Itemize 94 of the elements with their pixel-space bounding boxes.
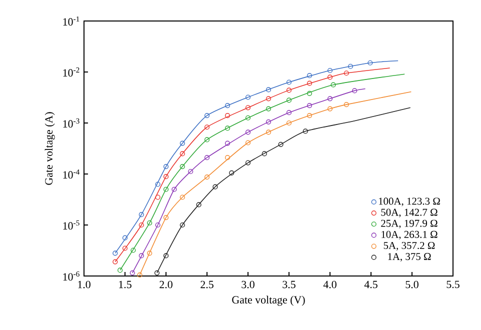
point bbox=[224, 140, 230, 146]
x-tick-label: 3.5 bbox=[282, 280, 296, 288]
point bbox=[188, 168, 194, 174]
point bbox=[163, 215, 169, 220]
point bbox=[302, 128, 308, 134]
point bbox=[266, 106, 272, 112]
y-tick-label: 10$^{-6}$ bbox=[63, 271, 80, 281]
point bbox=[224, 103, 230, 108]
point bbox=[278, 142, 284, 147]
point bbox=[245, 160, 251, 166]
legend-label: 10A, 263.1 Ω bbox=[382, 230, 438, 240]
point bbox=[245, 115, 251, 120]
legend-label: 100A, 123.3 Ω bbox=[378, 198, 440, 206]
point bbox=[138, 253, 144, 258]
point bbox=[344, 70, 349, 76]
x-axis-title: Gate voltage (V) bbox=[232, 296, 305, 306]
x-tick-label: 4.5 bbox=[364, 280, 378, 288]
point bbox=[306, 103, 312, 108]
point bbox=[212, 184, 218, 190]
point bbox=[330, 82, 336, 88]
legend-label: 50A, 142.7 Ω bbox=[381, 208, 438, 218]
point bbox=[266, 96, 272, 102]
point bbox=[344, 102, 349, 108]
point bbox=[224, 113, 230, 118]
point bbox=[122, 246, 128, 251]
point bbox=[224, 126, 230, 131]
point bbox=[306, 113, 312, 118]
point bbox=[147, 220, 152, 226]
point bbox=[368, 60, 373, 66]
point bbox=[204, 124, 210, 130]
y-tick-label: 10$^{-2}$ bbox=[63, 67, 80, 77]
point bbox=[286, 88, 292, 93]
point bbox=[163, 164, 169, 170]
point bbox=[163, 253, 169, 258]
point bbox=[286, 98, 292, 103]
point bbox=[147, 250, 152, 256]
point bbox=[155, 182, 160, 187]
point bbox=[327, 68, 333, 74]
point bbox=[327, 96, 333, 102]
point bbox=[122, 235, 128, 240]
point bbox=[204, 137, 210, 142]
point bbox=[180, 151, 185, 156]
point bbox=[180, 194, 185, 200]
point bbox=[266, 119, 272, 124]
point bbox=[180, 140, 185, 146]
point bbox=[266, 130, 272, 135]
point bbox=[327, 74, 333, 80]
x-tick-label: 5.5 bbox=[446, 280, 460, 288]
point bbox=[155, 222, 160, 228]
y-tick-label: 10$^{-3}$ bbox=[63, 118, 80, 128]
y-tick-label: 10$^{-1}$ bbox=[63, 16, 80, 26]
point bbox=[352, 88, 358, 94]
point bbox=[163, 174, 169, 180]
y-tick-label: 10$^{-4}$ bbox=[63, 169, 80, 179]
point bbox=[204, 174, 210, 180]
point bbox=[229, 170, 234, 176]
point bbox=[245, 94, 251, 100]
point bbox=[306, 73, 312, 78]
point bbox=[138, 212, 144, 218]
point bbox=[245, 140, 251, 146]
point bbox=[196, 202, 202, 208]
x-tick-label: 2.5 bbox=[200, 280, 214, 288]
point bbox=[204, 155, 210, 160]
point bbox=[245, 130, 251, 135]
x-tick-label: 1.0 bbox=[78, 280, 90, 288]
point bbox=[306, 80, 312, 86]
point bbox=[204, 113, 210, 118]
legend-label: 25A, 197.9 Ω bbox=[381, 220, 438, 228]
point bbox=[163, 186, 169, 192]
point bbox=[262, 151, 267, 156]
point bbox=[266, 87, 272, 92]
point bbox=[130, 248, 136, 253]
point bbox=[245, 105, 251, 110]
x-tick-label: 2.0 bbox=[160, 280, 172, 288]
point bbox=[180, 222, 185, 228]
point bbox=[172, 186, 177, 192]
legend-label: 5A, 357.2 Ω bbox=[384, 242, 435, 251]
x-tick-label: 4.0 bbox=[323, 280, 336, 288]
point bbox=[286, 110, 292, 116]
point bbox=[286, 80, 292, 85]
legend-label: 1A, 375 Ω bbox=[388, 253, 431, 262]
point bbox=[224, 155, 230, 160]
y-tick-label: 10$^{-5}$ bbox=[63, 220, 80, 230]
point bbox=[155, 194, 160, 200]
x-tick-label: 3.0 bbox=[242, 280, 254, 288]
point bbox=[348, 64, 354, 69]
point bbox=[286, 120, 292, 126]
y-axis-title: Gate voltage (A) bbox=[44, 112, 55, 185]
point bbox=[180, 164, 185, 170]
point bbox=[306, 90, 312, 96]
x-tick-label: 1.5 bbox=[119, 280, 132, 288]
x-tick-label: 5.0 bbox=[406, 280, 418, 288]
point bbox=[138, 222, 144, 228]
point bbox=[327, 106, 333, 112]
